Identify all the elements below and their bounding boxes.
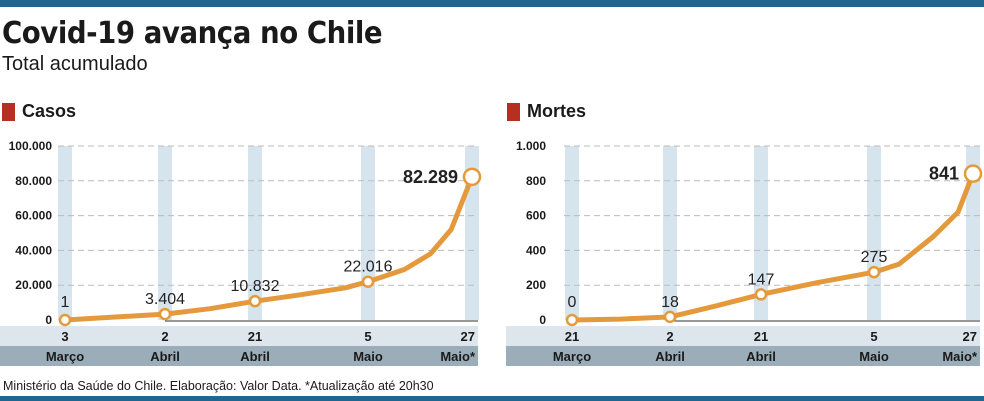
data-point-marker (462, 167, 482, 187)
data-label: 10.832 (231, 278, 280, 295)
data-point-marker (361, 275, 375, 288)
x-tick-month: Maio* (440, 349, 476, 364)
bottom-brand-bar (0, 396, 984, 401)
x-tick-day: 21 (754, 329, 768, 344)
date-column-band (361, 146, 375, 320)
data-point-marker (963, 164, 983, 183)
x-tick-month: Maio (353, 349, 383, 364)
series-line-casos (62, 174, 475, 323)
x-tick-month: Abril (655, 349, 685, 364)
y-tick-label: 200 (526, 278, 546, 292)
data-point-marker (248, 294, 262, 308)
series-line-mortes (569, 171, 976, 323)
data-label: 0 (568, 294, 577, 311)
legend-square-icon (507, 102, 520, 121)
y-tick-label: 60.000 (15, 209, 52, 223)
data-point-marker (158, 307, 172, 321)
x-tick-day: 2 (161, 329, 168, 344)
legend-square-icon (2, 102, 15, 121)
source-note: Ministério da Saúde do Chile. Elaboração… (3, 379, 434, 393)
x-tick-day: 21 (565, 329, 579, 344)
data-point-marker (565, 313, 579, 327)
x-tick-month: Abril (240, 349, 270, 364)
y-tick-label: 800 (526, 174, 546, 188)
x-tick-day: 21 (248, 329, 262, 344)
x-tick-month: Abril (746, 349, 776, 364)
date-month-row (0, 346, 478, 366)
x-tick-day: 5 (870, 329, 877, 344)
x-tick-month: Março (46, 349, 84, 364)
date-month-row (506, 346, 980, 366)
panel-label-mortes: Mortes (507, 101, 586, 122)
y-tick-label: 40.000 (15, 243, 52, 257)
data-label: 147 (748, 271, 775, 288)
data-point-marker (58, 313, 72, 327)
data-point-marker (663, 310, 677, 324)
data-label: 18 (661, 294, 679, 311)
panel-label-casos: Casos (2, 101, 76, 122)
x-tick-month: Maio* (942, 349, 978, 364)
panel-title-mortes: Mortes (527, 101, 587, 121)
x-tick-day: 3 (61, 329, 68, 344)
y-tick-label: 100.000 (9, 139, 53, 153)
data-label: 1 (61, 294, 70, 311)
date-column-band (867, 146, 881, 320)
date-column-band (58, 146, 72, 320)
y-tick-label: 0 (45, 313, 52, 327)
data-label: 3.404 (145, 291, 185, 308)
date-column-band (158, 146, 172, 320)
y-tick-label: 20.000 (15, 278, 52, 292)
x-tick-month: Março (553, 349, 591, 364)
chart-mortes: 0 200 400 600 800 1.000 21 Março 2 Abril 21 Abril 5 M… (506, 139, 983, 366)
page-subtitle: Total acumulado (2, 53, 148, 75)
date-day-row (0, 326, 478, 346)
data-label: 82.289 (403, 167, 458, 187)
top-brand-bar (0, 0, 984, 7)
data-point-marker (754, 288, 768, 301)
x-tick-day: 27 (461, 329, 475, 344)
data-label: 841 (929, 164, 959, 184)
x-tick-month: Maio (859, 349, 889, 364)
x-tick-month: Abril (150, 349, 180, 364)
chart-casos: 0 20.000 40.000 60.000 80.000 100.000 3 Março 2 A… (0, 139, 482, 366)
date-column-band (248, 146, 262, 320)
y-tick-label: 400 (526, 243, 546, 257)
y-tick-label: 600 (526, 209, 546, 223)
data-point-marker (867, 265, 881, 279)
data-label: 22.016 (344, 259, 393, 276)
y-tick-label: 80.000 (15, 174, 52, 188)
date-day-row (506, 326, 980, 346)
date-column-band (565, 146, 579, 320)
date-column-band (754, 146, 768, 320)
panel-title-casos: Casos (22, 101, 77, 121)
y-tick-label: 1.000 (516, 139, 546, 153)
x-tick-day: 27 (963, 329, 977, 344)
page-title: Covid-19 avança no Chile (2, 16, 383, 51)
x-tick-day: 5 (364, 329, 371, 344)
x-tick-day: 2 (666, 329, 673, 344)
data-label: 275 (861, 249, 888, 266)
y-tick-label: 0 (539, 313, 546, 327)
date-column-band (663, 146, 677, 320)
